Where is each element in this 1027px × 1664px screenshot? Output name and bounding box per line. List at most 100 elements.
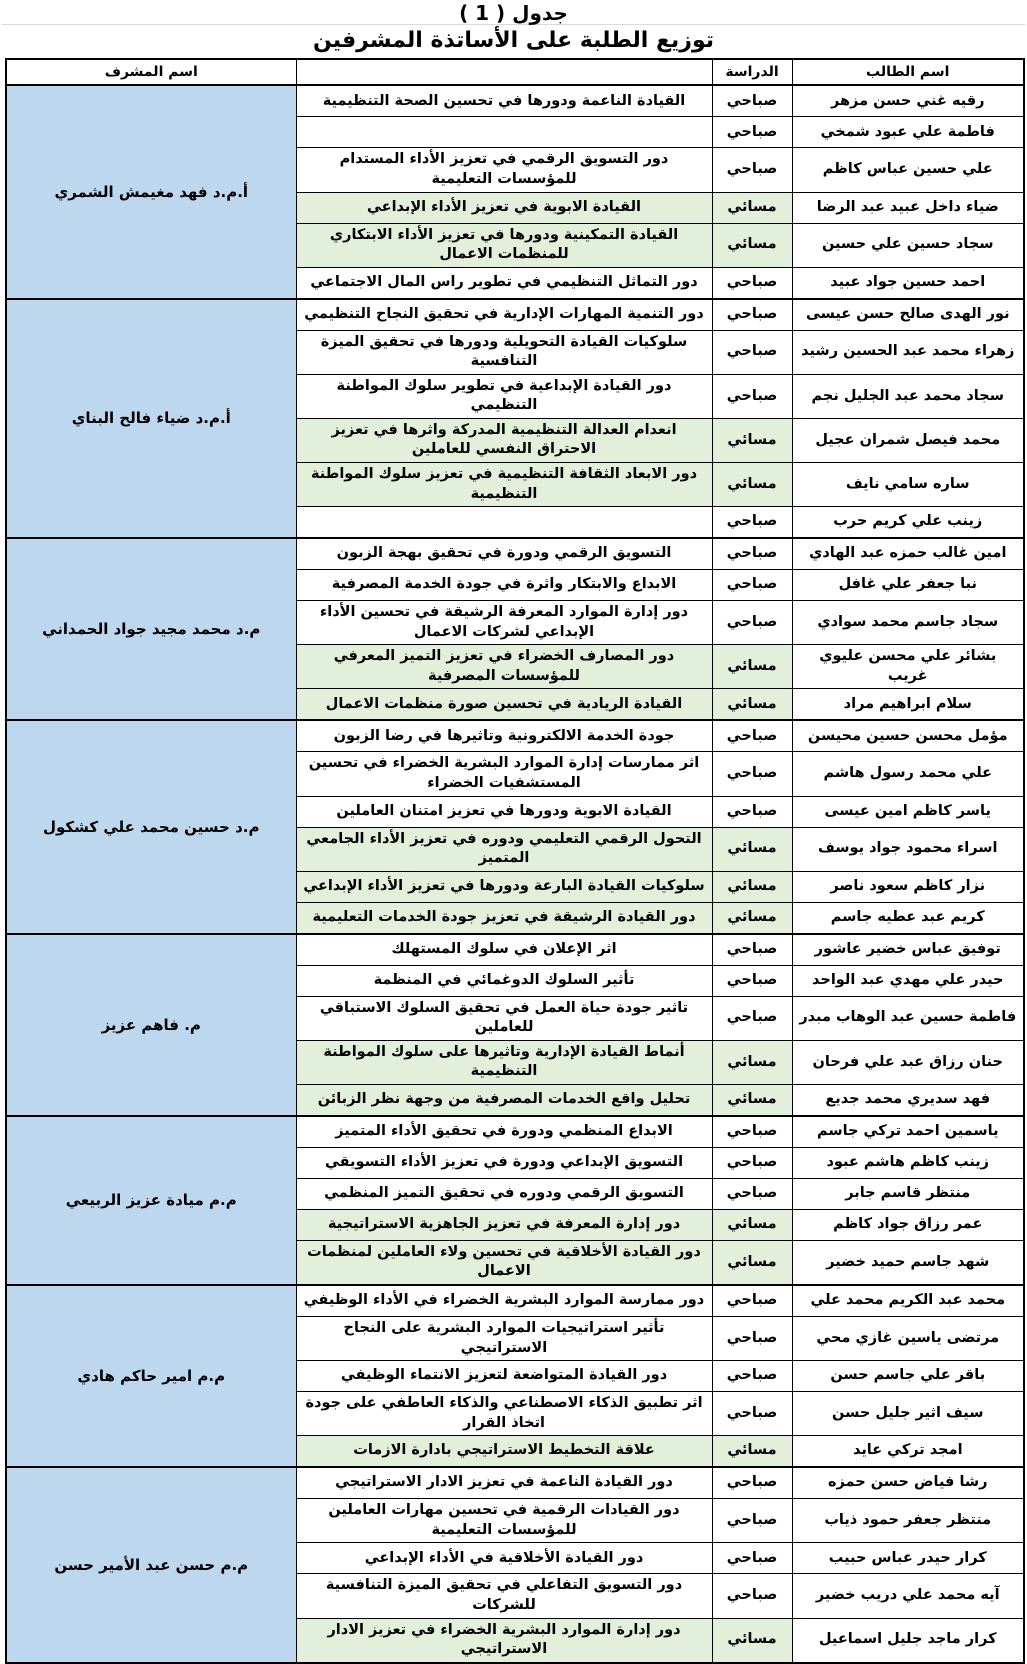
column-header-supervisor: اسم المشرف (5, 58, 297, 86)
thesis-title-cell: سلوكيات القيادة التحويلية ودورها في تحقي… (295, 329, 713, 375)
table-row: نبا جعفر علي غافل صباحي الابداع والابتكار … (6, 569, 1025, 602)
thesis-title-cell: علاقة التخطيط الاستراتيجي بادارة الازمات (295, 1435, 713, 1468)
table-row: شهد جاسم حميد خضير مسائي دور القيادة الأخل… (6, 1239, 1025, 1286)
student-name-cell: عمر رزاق جواد كاظم (791, 1208, 1025, 1241)
study-cell: صباحي (711, 932, 793, 966)
study-cell: صباحي (711, 506, 793, 539)
study-cell: مسائي (711, 688, 793, 721)
study-cell: صباحي (711, 116, 793, 149)
study-cell: صباحي (711, 1316, 793, 1362)
study-cell: صباحي (711, 569, 793, 602)
table-row: ياسمين احمد تركي جاسم صباحي الابداع المنظم… (5, 1114, 1025, 1286)
study-cell: صباحي (711, 995, 793, 1041)
student-name-cell: حيدر علي مهدي عبد الواحد (791, 964, 1025, 997)
study-cell: صباحي (711, 1542, 793, 1575)
study-cell: صباحي (711, 329, 793, 375)
thesis-title-cell: اثر تطبيق الذكاء الاصطناعي والذكاء العاط… (295, 1391, 713, 1437)
study-cell: مسائي (711, 1617, 793, 1664)
student-name-cell: ياسمين احمد تركي جاسم (791, 1114, 1025, 1148)
student-name-cell: حنان رزاق عبد علي فرحان (791, 1039, 1025, 1085)
thesis-title-cell: التحول الرقمي التعليمي ودوره في تعزيز ال… (295, 826, 713, 872)
table-row: ضياء داخل عبيد عبد الرضا مسائي القيادة الا… (6, 191, 1025, 224)
supervisor-name-cell: أ.م.د ضياء فالح البناي (5, 297, 297, 539)
thesis-title-cell: سلوكيات القيادة البارعة ودورها في تعزيز … (295, 870, 713, 903)
column-header-student: اسم الطالب (791, 58, 1025, 86)
thesis-title-cell: دور القيادة المتواضعة لتعزيز الانتماء ال… (295, 1360, 713, 1393)
thesis-title-cell (295, 506, 713, 539)
table-body: رقيه غني حسن مزهر صباحي القيادة الناعمة ود… (5, 84, 1025, 1664)
student-name-cell: اسراء محمود جواد يوسف (791, 826, 1025, 872)
thesis-title-cell: دور التنمية المهارات الإدارية في تحقيق ا… (295, 297, 713, 331)
thesis-title-cell: دور التسويق الرقمي في تعزيز الأداء المست… (295, 147, 713, 193)
student-name-cell: فاطمة حسين عبد الوهاب مبدر (791, 995, 1025, 1041)
table-row: رشا فياض حسن حمزه صباحي دور القيادة الناعم… (5, 1466, 1025, 1664)
thesis-title-cell: القيادة الناعمة ودورها في تحسين الصحة ال… (295, 84, 713, 118)
thesis-title-cell: تأثير استراتيجيات الموارد البشرية على ال… (295, 1316, 713, 1362)
study-cell: صباحي (711, 84, 793, 118)
study-cell: مسائي (711, 222, 793, 268)
thesis-title-cell: دور المصارف الخضراء في تعزيز التميز المع… (295, 644, 713, 690)
study-cell: صباحي (711, 147, 793, 193)
student-name-cell: منتظر قاسم جابر (791, 1177, 1025, 1210)
study-cell: مسائي (711, 417, 793, 464)
student-name-cell: رقيه غني حسن مزهر (791, 84, 1025, 118)
student-name-cell: ياسر كاظم امين عيسى (791, 795, 1025, 828)
supervisor-name-cell: أ.م.د فهد مغيمش الشمري (5, 84, 297, 300)
thesis-title-cell: دور التماثل التنظيمي في تطوير راس المال … (295, 266, 713, 300)
study-cell: مسائي (711, 870, 793, 903)
thesis-title-cell: القيادة الابوية ودورها في تعزيز امتنان ا… (295, 795, 713, 828)
student-name-cell: زهراء محمد عبد الحسين رشيد (791, 329, 1025, 375)
study-cell: صباحي (711, 1177, 793, 1210)
study-cell: صباحي (711, 266, 793, 300)
thesis-title-cell: دور القيادة الرشيقة في تعزيز جودة الخدما… (295, 901, 713, 935)
table-row: حيدر علي مهدي عبد الواحد صباحي تأثير السلو… (6, 964, 1025, 997)
table-row: حنان رزاق عبد علي فرحان مسائي أنماط القياد… (6, 1039, 1025, 1085)
study-cell: مسائي (711, 826, 793, 872)
student-name-cell: محمد عبد الكريم محمد علي (791, 1284, 1025, 1318)
thesis-title-cell: دور إدارة الموارد البشرية الخضراء في تعز… (295, 1617, 713, 1664)
study-cell: مسائي (711, 1208, 793, 1241)
thesis-title-cell: انعدام العدالة التنظيمية المدركة واثرها … (295, 417, 713, 464)
table-row: مؤمل محسن حسين محيسن صباحي جودة الخدمة الا… (5, 719, 1025, 935)
table-row: توفيق عباس خضير عاشور صباحي اثر الإعلان في… (5, 932, 1025, 1117)
study-cell: مسائي (711, 1039, 793, 1085)
study-cell: صباحي (711, 297, 793, 331)
student-name-cell: علي حسين عباس كاظم (791, 147, 1025, 193)
thesis-title-cell: دور القيادة الناعمة في تعزيز الادار الاس… (295, 1466, 713, 1500)
student-name-cell: محمد فيصل شمران عجيل (791, 417, 1025, 464)
thesis-title-cell: اثر ممارسات إدارة الموارد البشرية الخضرا… (295, 751, 713, 797)
table-row: سلام ابراهيم مراد مسائي القيادة الريادية ف… (6, 688, 1025, 721)
thesis-title-cell: دور القيادة الأخلاقية في تحسين ولاء العا… (295, 1239, 713, 1286)
thesis-title-cell: اثر الإعلان في سلوك المستهلك (295, 932, 713, 966)
table-row: امين غالب حمزه عبد الهادي صباحي التسويق ال… (5, 537, 1025, 721)
study-cell: صباحي (711, 1391, 793, 1437)
thesis-title-cell: تاثير جودة حياة العمل في تحقيق السلوك ال… (295, 995, 713, 1041)
student-name-cell: بشائر علي محسن عليوي غريب (791, 644, 1025, 690)
thesis-title-cell: دور الابعاد الثقافة التنظيمية في تعزيز س… (295, 462, 713, 508)
thesis-title-cell: دور القيادة الأخلاقية في الأداء الإبداعي (295, 1542, 713, 1575)
column-header-thesis (295, 58, 713, 86)
thesis-title-cell: الابداع والابتكار واثرة في جودة الخدمة ا… (295, 569, 713, 602)
table-row: كريم عبد عطيه جاسم مسائي دور القيادة الرشي… (6, 901, 1025, 935)
study-cell: صباحي (711, 719, 793, 753)
study-cell: صباحي (711, 1146, 793, 1179)
study-cell: صباحي (711, 1498, 793, 1544)
thesis-title-cell: جودة الخدمة الالكترونية وتاثيرها في رضا … (295, 719, 713, 753)
student-name-cell: فاطمة علي عبود شمخي (791, 116, 1025, 149)
student-name-cell: رشا فياض حسن حمزه (791, 1466, 1025, 1500)
student-name-cell: ساره سامي نايف (791, 462, 1025, 508)
thesis-title-cell: تأثير السلوك الدوغمائي في المنظمة (295, 964, 713, 997)
supervisor-name-cell: م.م حسن عبد الأمير حسن (5, 1466, 297, 1664)
thesis-title-cell: القيادة الابوية في تعزيز الأداء الإبداعي (295, 191, 713, 224)
student-name-cell: احمد حسين جواد عبيد (791, 266, 1025, 300)
header-row: اسم الطالب الدراسة اسم المشرف (5, 58, 1025, 86)
student-name-cell: كرار ماجد جليل اسماعيل (791, 1617, 1025, 1664)
study-cell: مسائي (711, 1435, 793, 1468)
study-cell: صباحي (711, 537, 793, 571)
table-row: سجاد محمد عبد الجليل نجم صباحي دور القيادة… (6, 373, 1025, 419)
student-name-cell: فهد سديري محمد جديع (791, 1083, 1025, 1117)
supervisor-name-cell: م.د محمد مجيد جواد الحمداني (5, 537, 297, 721)
study-cell: مسائي (711, 1083, 793, 1117)
supervisor-name-cell: م. فاهم عزيز (5, 932, 297, 1117)
student-name-cell: كرار حيدر عباس حبيب (791, 1542, 1025, 1575)
